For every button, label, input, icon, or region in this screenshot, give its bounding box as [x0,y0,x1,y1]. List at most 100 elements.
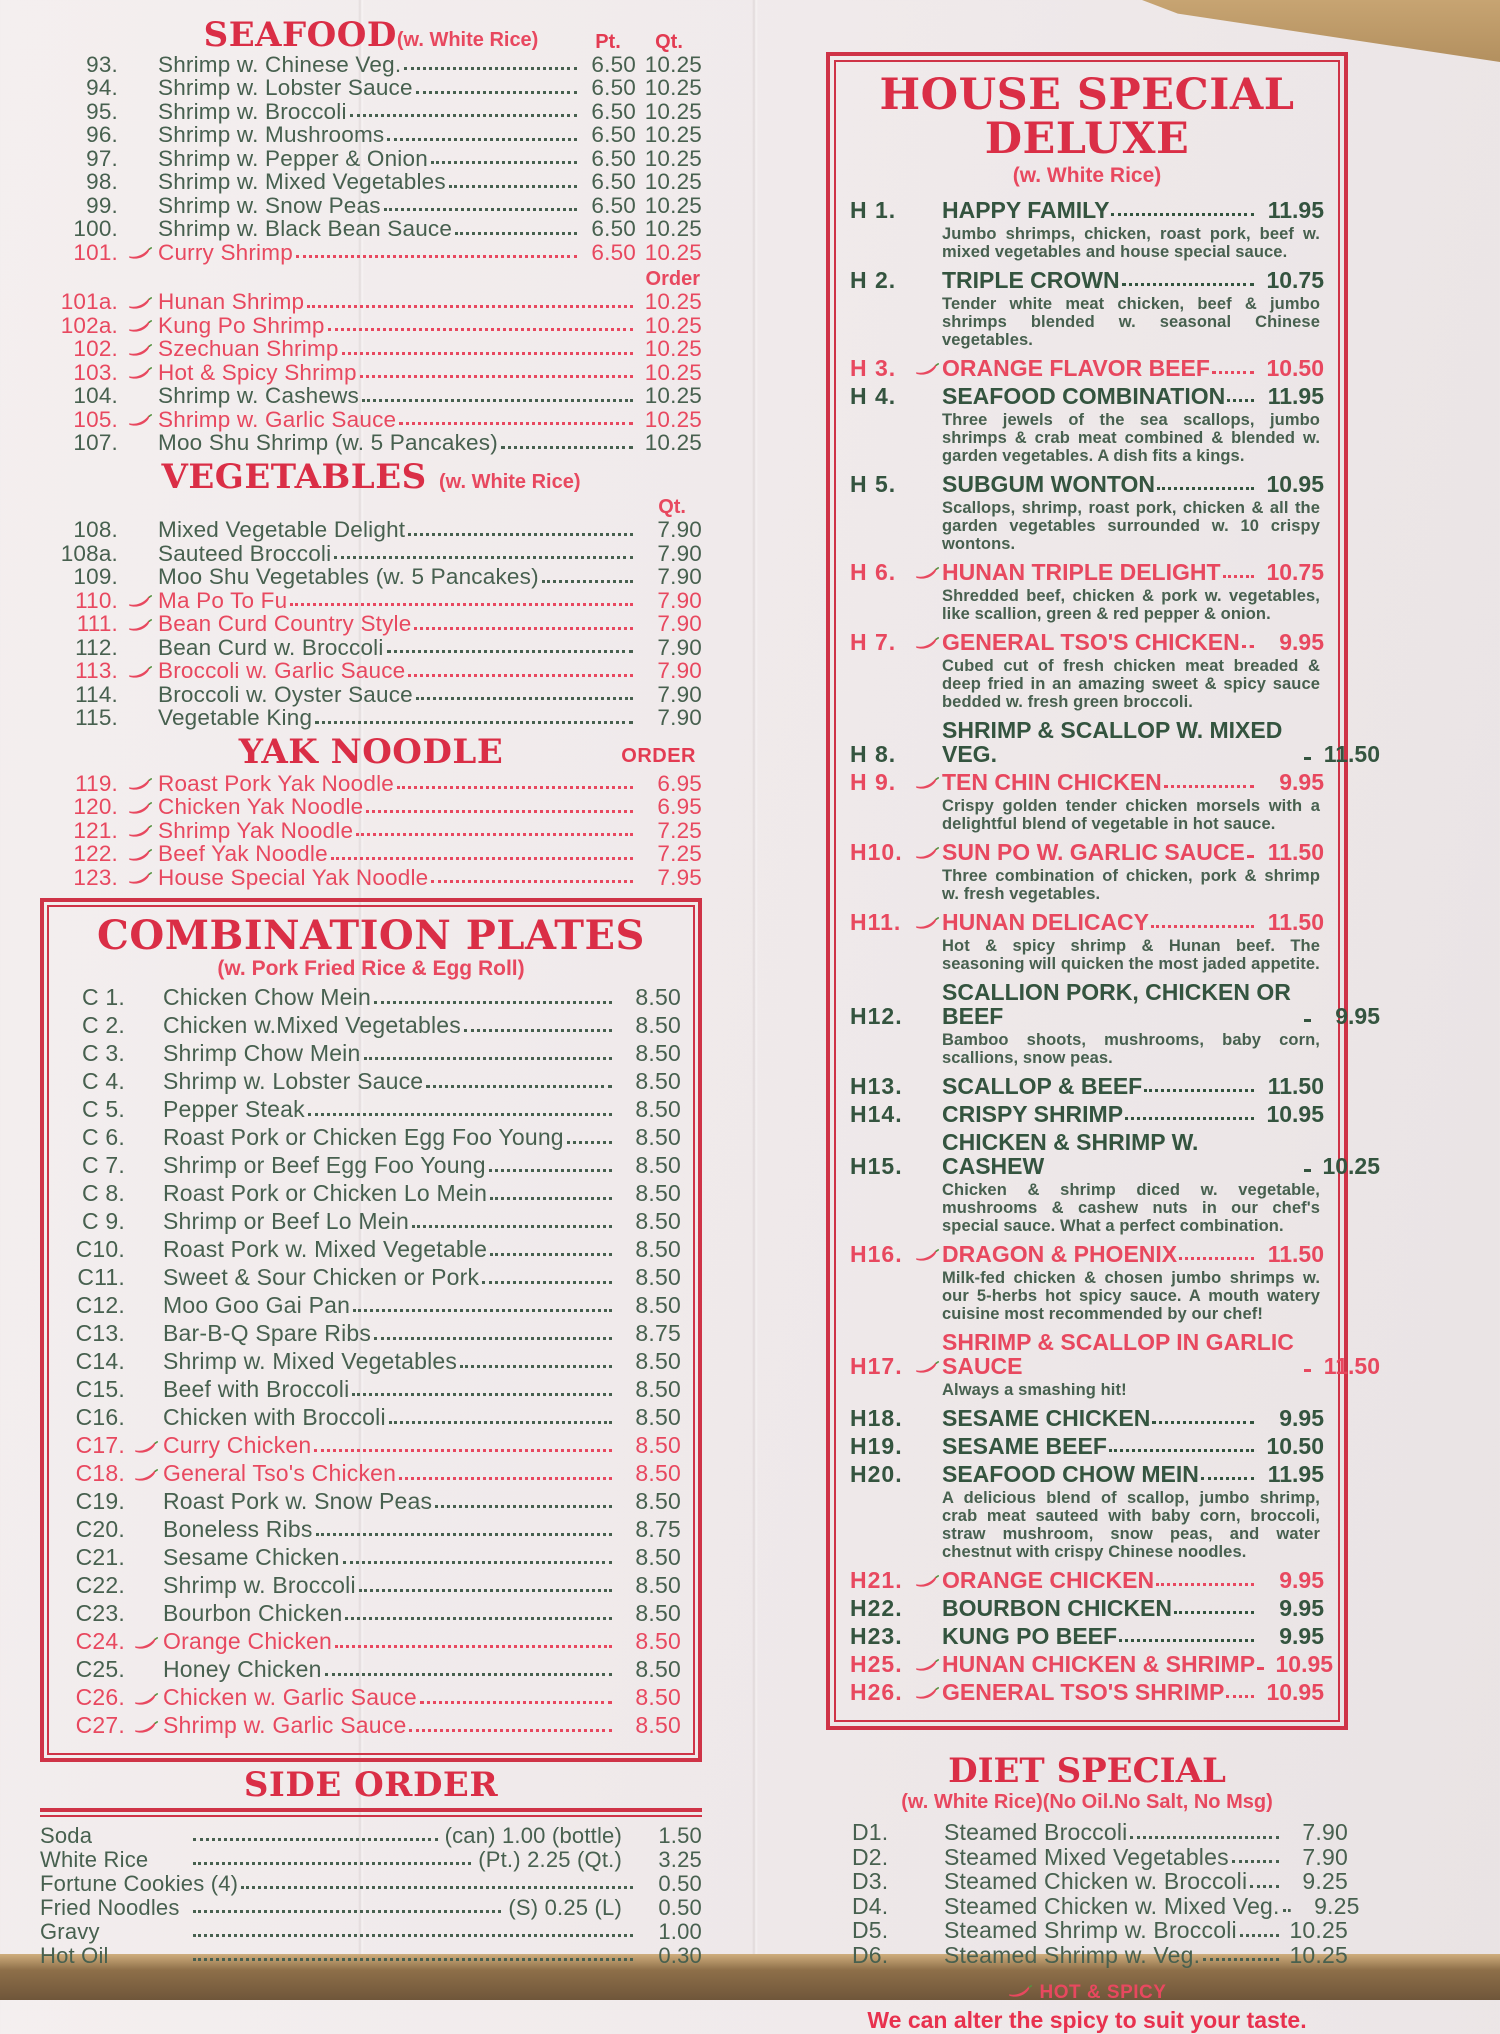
paper-fold-left [358,0,364,1954]
item-name: Kung Po Shrimp [158,312,325,338]
item-number: 94. [86,75,118,101]
dotted-leader [358,1588,612,1592]
item-price: 7.25 [657,817,702,843]
chili-slot [122,166,158,169]
item-price: 7.25 [657,841,702,867]
menu-item-row: 111. Bean Curd Country Style 7.90 [40,613,702,635]
menu-item-row: C25. Honey Chicken 8.50 [61,1658,681,1681]
dotted-leader [1246,854,1254,858]
seafood-order-item-list: 101a. Hunan Shrimp 10.25 102a. Kung Po Shrim… [40,291,702,454]
item-price: 8.50 [635,1628,681,1655]
item-price: 10.50 [1266,1432,1324,1459]
item-number: C 3. [82,1040,125,1067]
dotted-leader [366,809,633,813]
dotted-leader [324,1672,612,1676]
item-price-pt: 6.50 [591,98,636,124]
dotted-leader [356,833,633,837]
item-name: Shrimp w. Lobster Sauce [158,75,413,101]
item-name: Gravy [40,1918,100,1944]
hot-and-spicy-legend: HOT & SPICY [1008,1982,1167,2004]
item-number: 103. [73,359,118,385]
chili-slot [129,1440,163,1457]
dotted-leader [1227,398,1254,402]
item-price: 10.25 [1322,1152,1380,1179]
house-special-item-list: H 1. HAPPY FAMILY 11.95 Jumbo shrimps, chic… [850,196,1380,1704]
chili-icon [129,801,152,814]
chili-slot [918,1890,944,1893]
item-price-qt: 10.25 [644,216,702,242]
item-name: Vegetable King [158,705,313,731]
item-name: HAPPY FAMILY [942,196,1110,223]
chili-slot [122,618,158,635]
item-price: 8.75 [635,1516,681,1543]
table-surface-bottom [0,1954,1500,2000]
item-price: 11.50 [1267,838,1324,865]
item-name: Shrimp w. Chinese Veg. [158,51,402,77]
dotted-leader [415,90,577,94]
item-name: ORANGE FLAVOR BEEF [942,354,1210,381]
item-number: H 3. [850,354,897,381]
chili-slot [122,665,158,682]
item-description: Hot & spicy shrimp & Hunan beef. The sea… [942,936,1320,973]
item-price: 0.50 [658,1894,702,1920]
dotted-leader [1304,1168,1310,1172]
item-number: 97. [86,145,118,171]
chili-slot [1008,1982,1032,2004]
dotted-leader [1156,486,1254,490]
item-price: 9.95 [1279,1566,1324,1593]
chili-slot [122,451,158,454]
item-number: D1. [852,1819,889,1846]
dotted-leader [1226,1694,1254,1698]
chili-slot [912,492,942,496]
dotted-leader [435,1504,612,1508]
dotted-leader [363,1056,612,1060]
menu-item-row: 119. Roast Pork Yak Noodle 6.95 [40,770,702,796]
item-name: General Tso's Chicken [163,1460,397,1487]
item-number: H23. [850,1622,903,1649]
chili-icon [129,618,152,631]
dotted-leader [315,1532,612,1536]
dotted-leader [1152,1420,1254,1424]
item-description: Chicken & shrimp diced w. vegetable, mus… [942,1180,1320,1235]
dotted-leader [408,673,633,677]
item-price: 11.50 [1323,1352,1380,1379]
item-number: 96. [86,122,118,148]
chili-slot [129,1202,163,1205]
menu-item-row: 102a. Kung Po Shrimp 10.25 [40,312,702,338]
dotted-leader [1144,1088,1254,1092]
menu-item-row: C16. Chicken with Broccoli 8.50 [61,1406,681,1429]
item-number: C27. [75,1712,125,1739]
item-name: ORANGE CHICKEN [942,1566,1155,1593]
item-price: 8.50 [635,1180,681,1207]
item-number: H 5. [850,470,897,497]
chili-slot [129,1398,163,1401]
item-number: 101. [73,239,118,265]
chili-slot [122,825,158,841]
item-price: 7.90 [657,658,702,684]
item-number: C11. [77,1264,125,1291]
item-price: 11.50 [1267,908,1324,935]
item-price: 1.50 [658,1822,702,1848]
item-price: 11.50 [1267,1240,1324,1267]
item-name: Roast Pork w. Snow Peas [163,1488,433,1515]
item-name: Curry Chicken [163,1432,312,1459]
item-price: 6.95 [657,794,702,820]
item-name: Roast Pork Yak Noodle [158,770,394,796]
chili-icon [916,636,939,649]
item-price: 8.50 [635,1012,681,1039]
side-item-mid: (S) 0.25 (L) [508,1894,622,1920]
item-name: Hot & Spicy Shrimp [158,359,357,385]
dotted-leader [193,1862,472,1866]
item-name: Chicken w.Mixed Vegetables [163,1012,461,1039]
item-price: 9.95 [1279,628,1324,655]
chili-slot [918,1865,944,1868]
menu-item-row: 97. Shrimp w. Pepper & Onion 6.50 10.25 [40,145,702,171]
item-name: Shrimp w. Mushrooms [158,122,385,148]
chili-slot [912,1482,942,1486]
item-number: H20. [850,1460,903,1487]
menu-item-row: 103. Hot & Spicy Shrimp 10.25 [40,359,702,385]
item-name: GENERAL TSO'S CHICKEN [942,628,1240,655]
dotted-leader [1163,784,1254,788]
item-price: 10.75 [1266,266,1324,293]
item-name: Shrimp or Beef Egg Foo Young [163,1152,486,1179]
